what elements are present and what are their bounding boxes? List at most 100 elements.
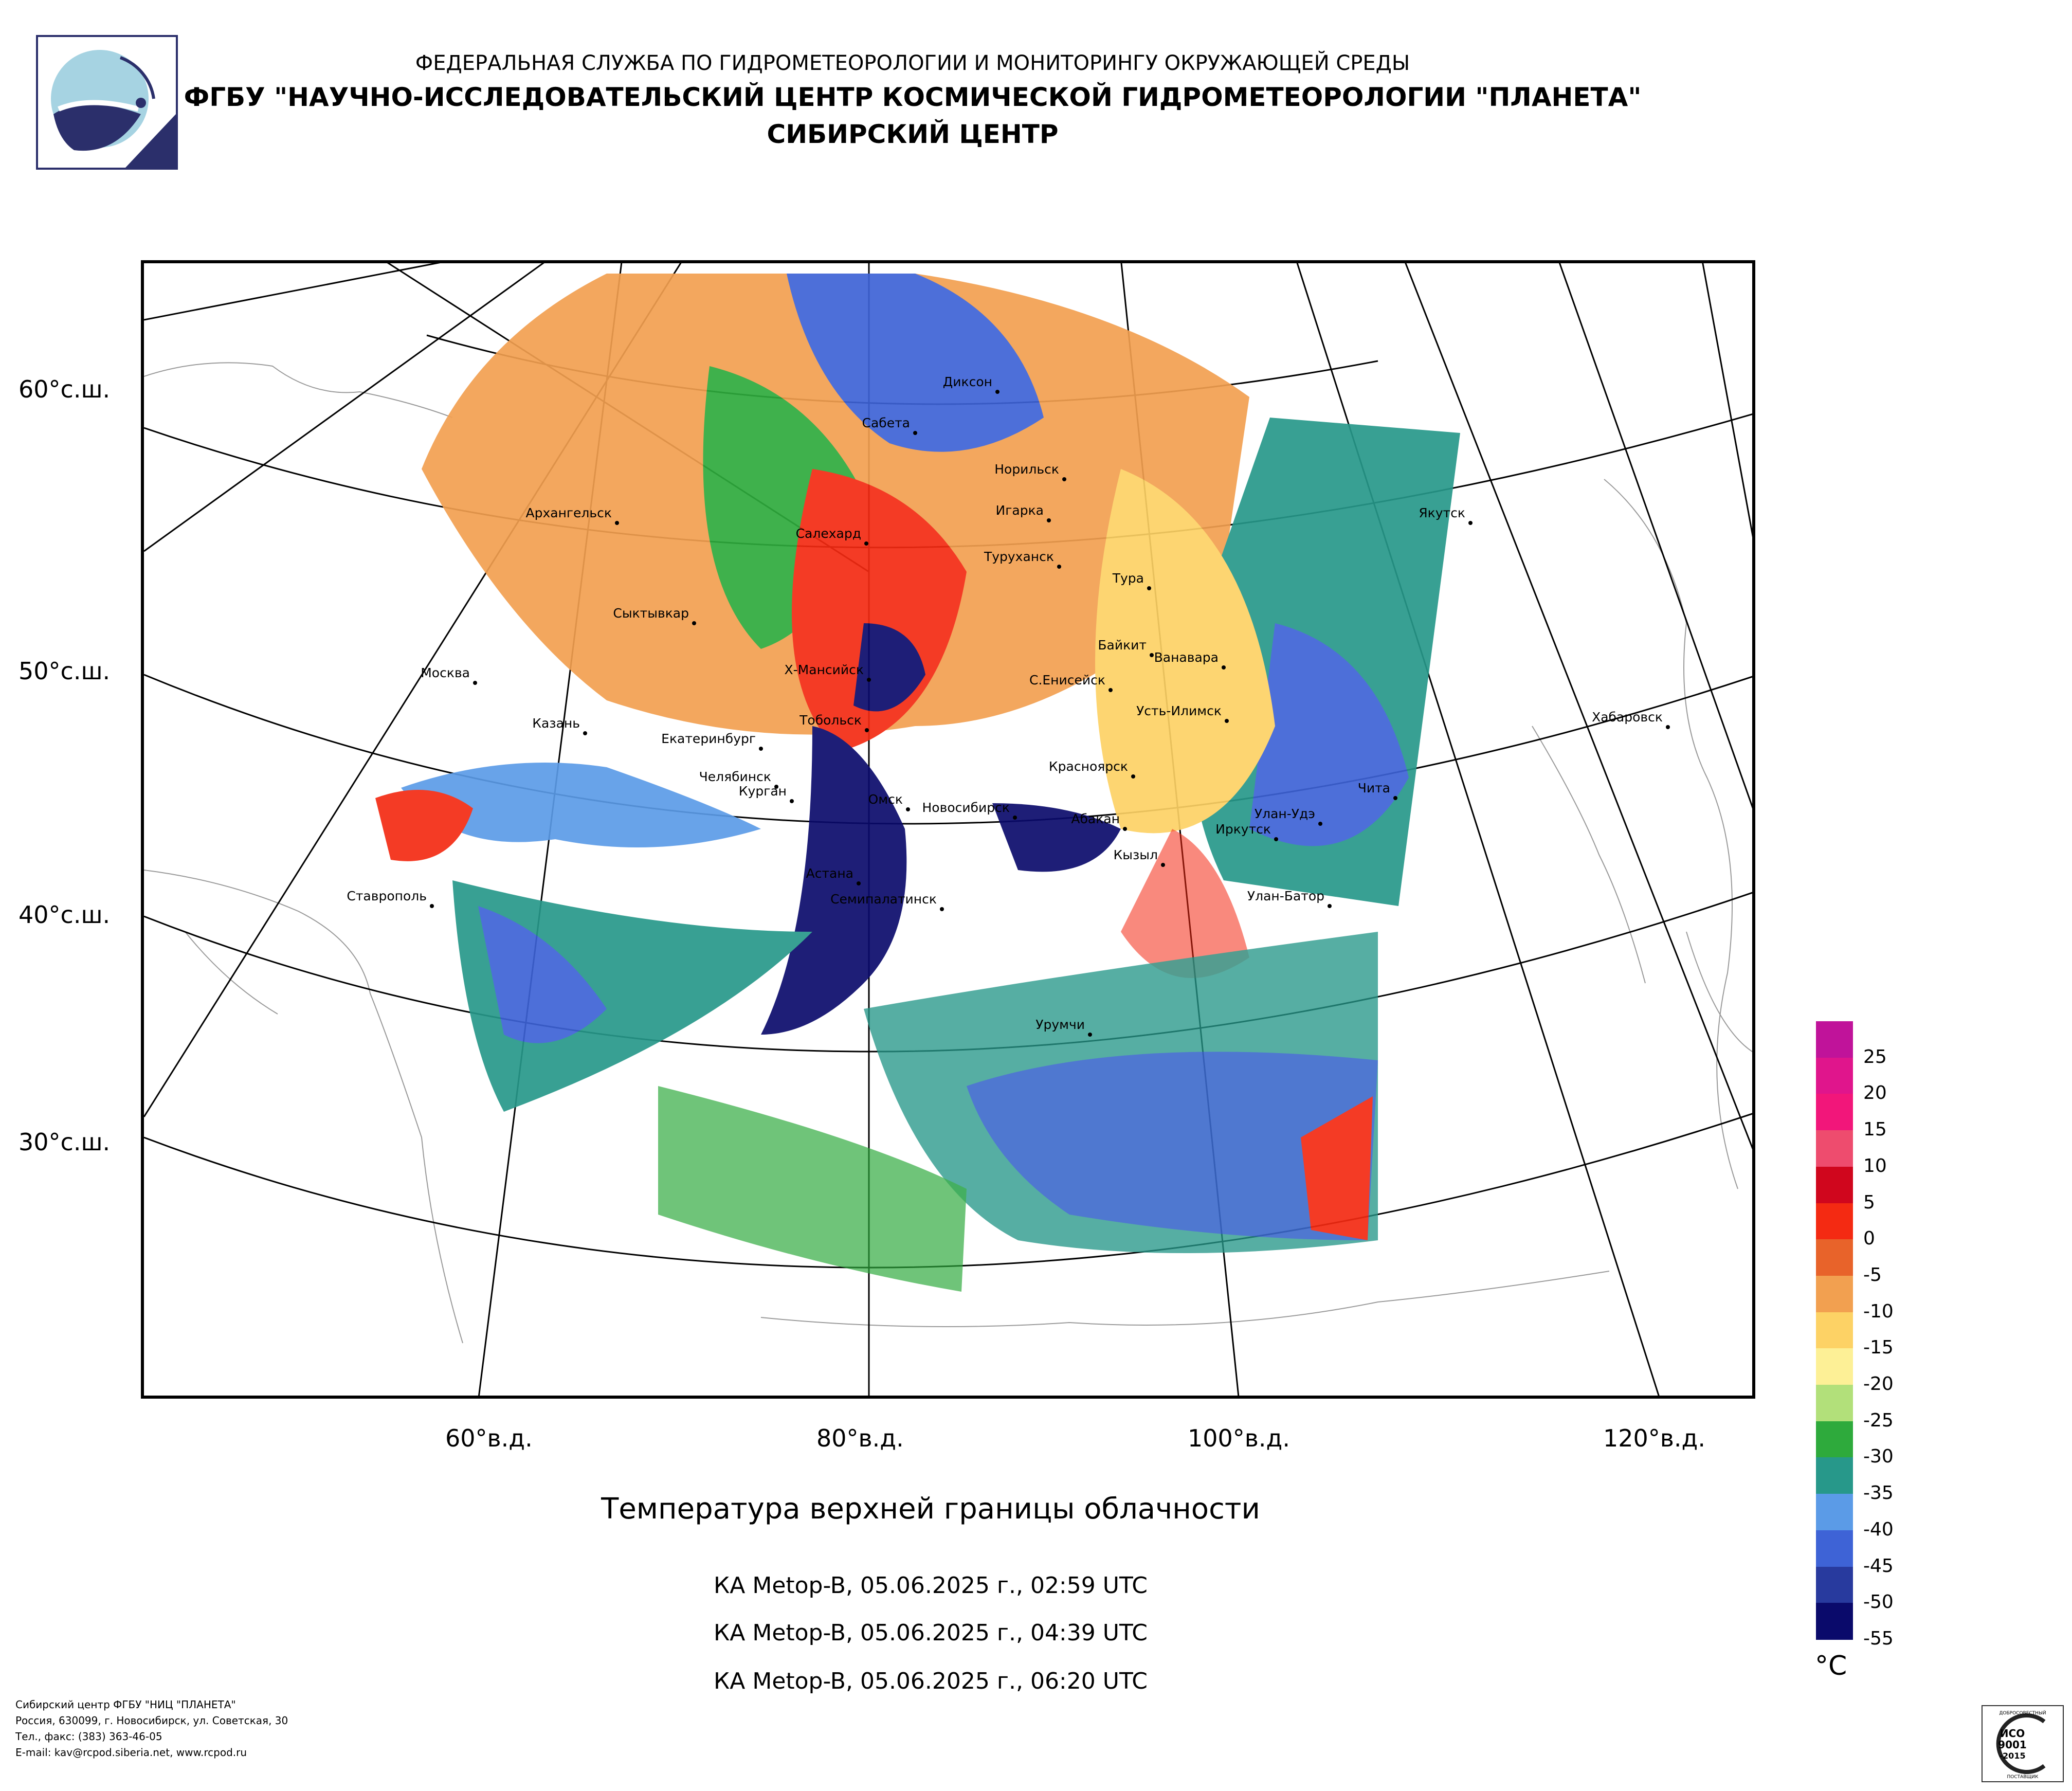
city-marker — [1088, 1033, 1092, 1037]
iso-certificate-badge: ДОБРОСОВЕСТНЫЙ ИСО 9001 -2015 ПОСТАВЩИК — [1982, 1705, 2064, 1782]
header-institute: ФГБУ "НАУЧНО-ИССЛЕДОВАТЕЛЬСКИЙ ЦЕНТР КОС… — [184, 82, 1642, 112]
city-label: Салехард — [795, 526, 861, 541]
colorbar-tick-label: -15 — [1863, 1337, 1894, 1359]
city-label: Улан-Батор — [1247, 889, 1324, 903]
city-label: Норильск — [994, 462, 1059, 477]
city-label: Сабета — [862, 415, 910, 430]
city-marker — [1123, 827, 1127, 831]
city-marker — [1062, 477, 1066, 481]
colorbar-swatch — [1816, 1457, 1853, 1495]
city-marker — [583, 731, 587, 735]
city-marker — [1108, 688, 1113, 692]
lon-label-100: 100°в.д. — [1188, 1424, 1290, 1452]
pass-3: КА Metop-B, 05.06.2025 г., 06:20 UTC — [714, 1668, 1148, 1694]
city-marker — [473, 681, 477, 685]
city-label: Казань — [532, 716, 580, 731]
cert-top: ДОБРОСОВЕСТНЫЙ — [1999, 1710, 2046, 1716]
city-marker — [857, 881, 861, 885]
city-label: Диксон — [942, 374, 992, 389]
colorbar-tick-label: -20 — [1863, 1373, 1894, 1395]
colorbar-tick-label: -10 — [1863, 1300, 1894, 1322]
city-marker — [906, 807, 910, 811]
city-label: Архангельск — [525, 505, 612, 520]
colorbar-tick-label: 5 — [1863, 1191, 1875, 1213]
planeta-logo — [36, 35, 178, 170]
city-marker — [1225, 719, 1229, 723]
city-label: Новосибирск — [922, 800, 1010, 815]
city-label: Красноярск — [1048, 759, 1128, 774]
colorbar-swatch — [1816, 1166, 1853, 1204]
colorbar-swatch — [1816, 1603, 1853, 1640]
city-label: Чита — [1357, 781, 1390, 795]
city-label: Семипалатинск — [830, 892, 937, 907]
city-label: Усть-Илимск — [1136, 703, 1222, 718]
city-marker — [774, 785, 778, 789]
pass-2: КА Metop-B, 05.06.2025 г., 04:39 UTC — [714, 1620, 1148, 1646]
colorbar-tick-label: 20 — [1863, 1082, 1887, 1104]
city-marker — [867, 678, 871, 682]
city-label: Кызыл — [1113, 847, 1158, 862]
header-agency: ФЕДЕРАЛЬНАЯ СЛУЖБА ПО ГИДРОМЕТЕОРОЛОГИИ … — [415, 51, 1410, 75]
cert-bottom: ПОСТАВЩИК — [2007, 1775, 2039, 1780]
colorbar-swatch — [1816, 1385, 1853, 1422]
city-label: Ставрополь — [347, 889, 427, 903]
city-label: Игарка — [995, 503, 1044, 518]
city-marker — [1047, 518, 1051, 522]
colorbar-tick-label: 0 — [1863, 1228, 1875, 1250]
city-marker — [1666, 725, 1670, 729]
colorbar-swatch — [1816, 1348, 1853, 1386]
city-label: Екатеринбург — [661, 731, 756, 746]
header-center: СИБИРСКИЙ ЦЕНТР — [767, 119, 1059, 149]
colorbar-swatch — [1816, 1130, 1853, 1167]
colorbar-swatch — [1816, 1566, 1853, 1604]
colorbar-tick-label: 15 — [1863, 1119, 1887, 1141]
cloud-field — [375, 274, 1460, 1292]
city-label: Улан-Удэ — [1254, 806, 1315, 821]
colorbar-unit: °C — [1815, 1651, 1847, 1681]
lon-label-80: 80°в.д. — [816, 1424, 904, 1452]
footer-contacts: Сибирский центр ФГБУ "НИЦ "ПЛАНЕТА" Росс… — [15, 1697, 288, 1761]
colorbar-swatch — [1816, 1530, 1853, 1567]
city-marker — [1393, 796, 1397, 800]
colorbar-swatch — [1816, 1421, 1853, 1458]
city-marker — [1274, 837, 1278, 841]
chart-title: Температура верхней границы облачности — [601, 1492, 1260, 1526]
city-marker — [759, 747, 763, 751]
city-label: Якутск — [1419, 505, 1465, 520]
colorbar-swatch — [1816, 1057, 1853, 1095]
city-marker — [1150, 653, 1154, 657]
city-marker — [940, 907, 944, 911]
city-marker — [1468, 521, 1473, 525]
city-marker — [995, 390, 999, 394]
colorbar-tick-label: -40 — [1863, 1518, 1894, 1540]
city-label: Сыктывкар — [613, 606, 689, 621]
footer-line: Сибирский центр ФГБУ "НИЦ "ПЛАНЕТА" — [15, 1698, 236, 1711]
city-label: Туруханск — [984, 549, 1054, 564]
city-label: Челябинск — [699, 769, 771, 784]
city-label: Урумчи — [1035, 1017, 1085, 1032]
city-marker — [913, 431, 917, 435]
footer-line: Россия, 630099, г. Новосибирск, ул. Сове… — [15, 1714, 288, 1727]
city-marker — [1147, 586, 1151, 590]
coastlines — [144, 362, 1752, 1344]
colorbar-swatch — [1816, 1239, 1853, 1276]
footer-line: E-mail: kav@rcpod.siberia.net, www.rcpod… — [15, 1746, 247, 1759]
colorbar-tick-label: -50 — [1863, 1591, 1894, 1613]
city-marker — [1328, 904, 1332, 908]
colorbar-tick-label: -45 — [1863, 1555, 1894, 1577]
city-label: Х-Мансийск — [784, 662, 864, 677]
city-marker — [430, 904, 434, 908]
colorbar-swatch — [1816, 1203, 1853, 1240]
lon-label-60: 60°в.д. — [445, 1424, 533, 1452]
map-graphics — [144, 263, 1752, 1396]
cert-mid2: 9001 — [1998, 1739, 2027, 1751]
city-marker — [790, 799, 794, 803]
city-label: Тобольск — [799, 713, 862, 728]
cert-mid3: -2015 — [1999, 1751, 2025, 1761]
city-marker — [1222, 665, 1226, 670]
city-label: Омск — [868, 792, 903, 807]
city-marker — [615, 521, 619, 525]
city-label: Тура — [1112, 571, 1144, 586]
city-marker — [1057, 565, 1061, 569]
pass-1: КА Metop-B, 05.06.2025 г., 02:59 UTC — [714, 1572, 1148, 1599]
